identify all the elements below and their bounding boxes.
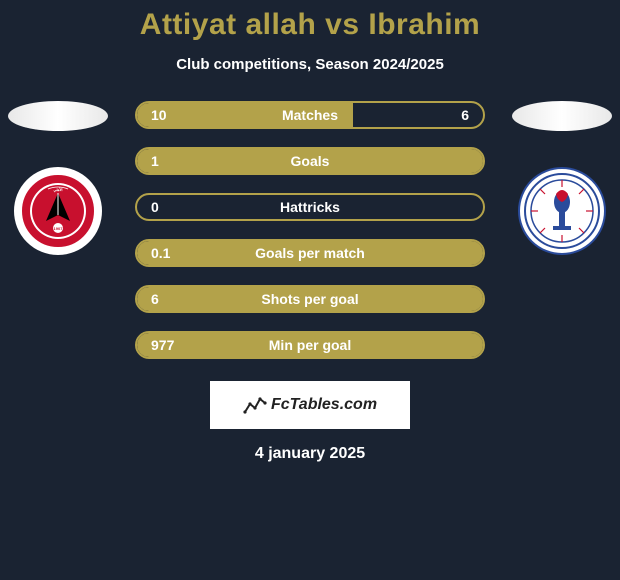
- watermark-text: FcTables.com: [271, 396, 377, 414]
- stat-left-value: 10: [151, 107, 167, 123]
- page-title: Attiyat allah vs Ibrahim: [0, 8, 620, 42]
- stat-label: Matches: [282, 107, 338, 123]
- date-label: 4 january 2025: [0, 445, 620, 463]
- stat-left-value: 977: [151, 337, 174, 353]
- smouha-crest-icon: [523, 172, 601, 250]
- stat-left-value: 6: [151, 291, 159, 307]
- comparison-card: Attiyat allah vs Ibrahim Club competitio…: [0, 0, 620, 463]
- stat-row-goals: 1 Goals: [135, 147, 485, 175]
- stat-label: Hattricks: [280, 199, 340, 215]
- player-right-silhouette: [512, 101, 612, 131]
- stat-row-goals-per-match: 0.1 Goals per match: [135, 239, 485, 267]
- stat-label: Goals per match: [255, 245, 365, 261]
- stat-left-value: 0.1: [151, 245, 170, 261]
- subtitle: Club competitions, Season 2024/2025: [0, 56, 620, 73]
- fctables-watermark: FcTables.com: [210, 381, 410, 429]
- svg-text:الأهلي: الأهلي: [54, 186, 63, 193]
- stat-right-value: 6: [461, 107, 469, 123]
- club-logo-left: 1907 الأهلي: [14, 167, 102, 255]
- player-left-column: 1907 الأهلي: [8, 101, 108, 255]
- stat-label: Shots per goal: [261, 291, 358, 307]
- stat-row-matches: 10 Matches 6: [135, 101, 485, 129]
- stat-label: Min per goal: [269, 337, 351, 353]
- content-area: 1907 الأهلي: [0, 101, 620, 463]
- player-right-column: [512, 101, 612, 255]
- stat-row-min-per-goal: 977 Min per goal: [135, 331, 485, 359]
- stat-left-value: 0: [151, 199, 159, 215]
- stat-row-shots-per-goal: 6 Shots per goal: [135, 285, 485, 313]
- club-logo-right: [518, 167, 606, 255]
- fctables-logo-icon: [243, 394, 267, 416]
- al-ahly-crest-icon: 1907 الأهلي: [28, 181, 88, 241]
- svg-text:1907: 1907: [54, 226, 64, 231]
- stat-label: Goals: [291, 153, 330, 169]
- stats-list: 10 Matches 6 1 Goals 0 Hattricks 0.1 Goa…: [135, 101, 485, 359]
- player-left-silhouette: [8, 101, 108, 131]
- stat-row-hattricks: 0 Hattricks: [135, 193, 485, 221]
- stat-left-value: 1: [151, 153, 159, 169]
